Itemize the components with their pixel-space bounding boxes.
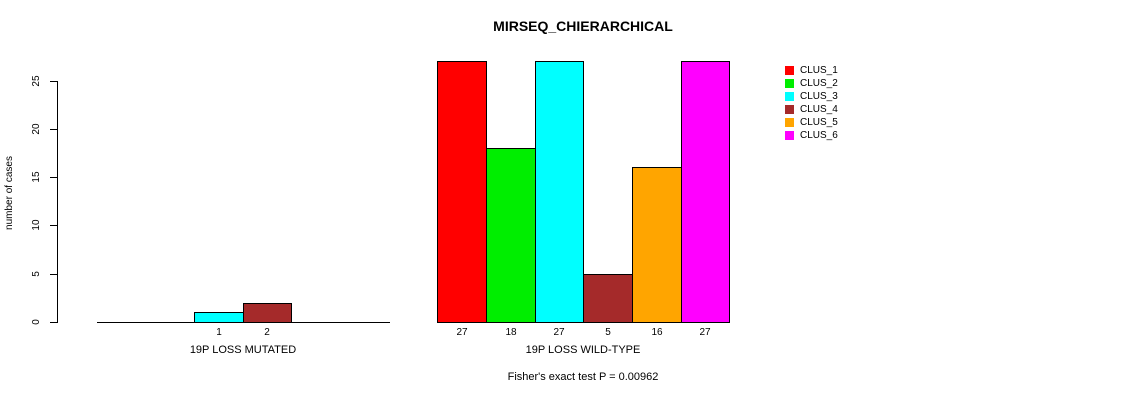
y-axis-tick [50,274,57,275]
legend-label: CLUS_2 [800,78,838,89]
y-axis-tick-label: 20 [31,123,42,135]
bar-clus_4 [243,303,292,323]
y-axis-tick-label: 0 [31,319,42,325]
y-axis-tick [50,81,57,82]
bar-clus_1 [437,61,487,323]
bar-value-label: 27 [699,327,711,338]
chart-title: MIRSEQ_CHIERARCHICAL [493,18,673,34]
legend-item: CLUS_4 [785,103,838,116]
legend-item: CLUS_3 [785,90,838,103]
group-label: 19P LOSS WILD-TYPE [525,344,641,356]
annotation-fisher-test: Fisher's exact test P = 0.00962 [507,371,659,383]
legend-label: CLUS_6 [800,130,838,141]
y-axis-tick-label: 25 [31,75,42,87]
y-axis-tick [50,225,57,226]
legend-swatch-clus_2 [785,79,794,88]
bar-clus_5 [632,167,682,323]
bar-value-label: 27 [553,327,565,338]
legend-item: CLUS_2 [785,77,838,90]
bar-value-label: 27 [456,327,468,338]
bar-clus_4 [583,274,633,323]
legend-label: CLUS_4 [800,104,838,115]
bar-value-label: 18 [505,327,517,338]
bar-value-label: 2 [264,327,270,338]
bar-clus_6 [681,61,730,323]
y-axis-tick-label: 10 [31,219,42,231]
bar-clus_3 [194,312,244,323]
y-axis-tick [50,322,57,323]
legend-swatch-clus_4 [785,105,794,114]
legend-swatch-clus_3 [785,92,794,101]
bar-clus_3 [535,61,584,323]
group-label: 19P LOSS MUTATED [189,344,297,356]
y-axis-tick-label: 15 [31,171,42,183]
y-axis-label: number of cases [4,156,15,230]
y-axis-tick [50,177,57,178]
bar-value-label: 16 [651,327,663,338]
bar-value-label: 5 [605,327,611,338]
legend-label: CLUS_5 [800,117,838,128]
legend-swatch-clus_5 [785,118,794,127]
legend-item: CLUS_5 [785,116,838,129]
y-axis-tick-label: 5 [31,271,42,277]
bar-value-label: 1 [216,327,222,338]
legend-swatch-clus_6 [785,131,794,140]
legend-label: CLUS_3 [800,91,838,102]
legend-item: CLUS_1 [785,64,838,77]
y-axis-line [57,81,58,323]
legend-label: CLUS_1 [800,65,838,76]
legend-swatch-clus_1 [785,66,794,75]
y-axis-tick [50,129,57,130]
legend-item: CLUS_6 [785,129,838,142]
bar-clus_2 [486,148,536,323]
